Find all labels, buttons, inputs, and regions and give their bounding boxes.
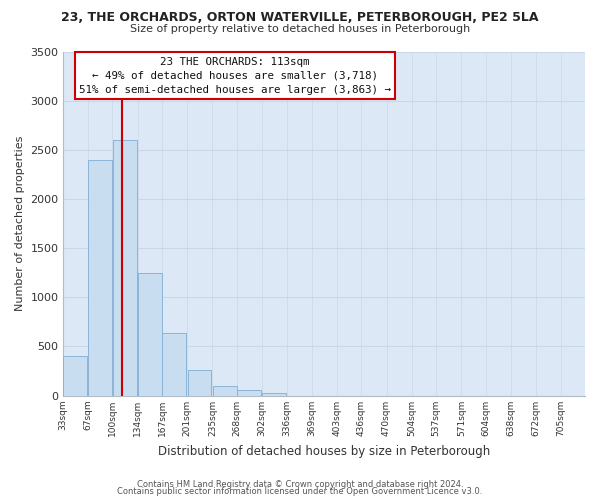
- Text: Size of property relative to detached houses in Peterborough: Size of property relative to detached ho…: [130, 24, 470, 34]
- Bar: [237, 390, 261, 396]
- Bar: [138, 272, 162, 396]
- Text: Contains public sector information licensed under the Open Government Licence v3: Contains public sector information licen…: [118, 488, 482, 496]
- Bar: [63, 356, 87, 396]
- X-axis label: Distribution of detached houses by size in Peterborough: Distribution of detached houses by size …: [158, 444, 490, 458]
- Text: Contains HM Land Registry data © Crown copyright and database right 2024.: Contains HM Land Registry data © Crown c…: [137, 480, 463, 489]
- Y-axis label: Number of detached properties: Number of detached properties: [15, 136, 25, 311]
- Bar: [188, 370, 211, 396]
- Bar: [262, 392, 286, 396]
- Text: 23, THE ORCHARDS, ORTON WATERVILLE, PETERBOROUGH, PE2 5LA: 23, THE ORCHARDS, ORTON WATERVILLE, PETE…: [61, 11, 539, 24]
- Bar: [88, 160, 112, 396]
- Bar: [163, 332, 186, 396]
- Text: 23 THE ORCHARDS: 113sqm
← 49% of detached houses are smaller (3,718)
51% of semi: 23 THE ORCHARDS: 113sqm ← 49% of detache…: [79, 56, 391, 94]
- Bar: [213, 386, 236, 396]
- Bar: [113, 140, 137, 396]
